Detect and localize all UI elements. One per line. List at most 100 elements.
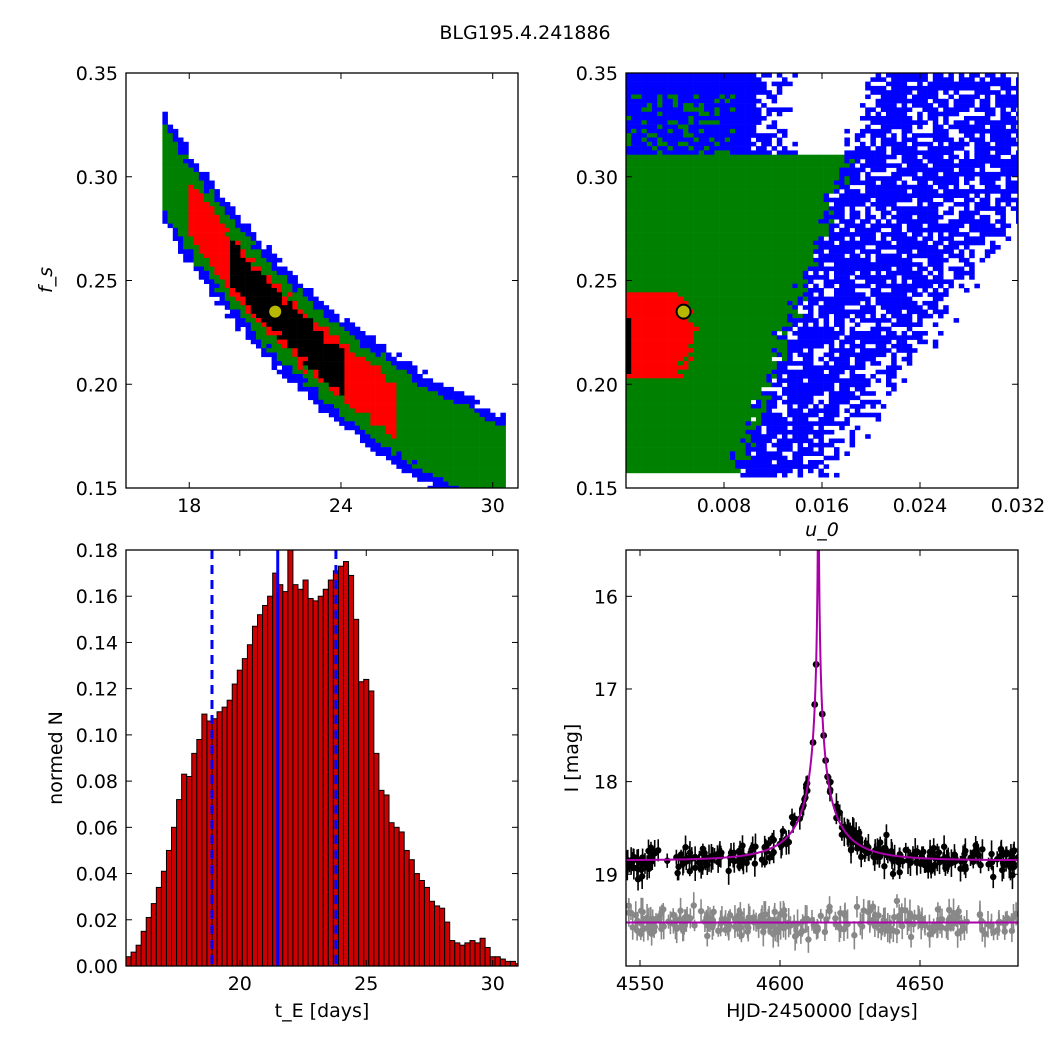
density-cell (396, 378, 402, 383)
density-cell (704, 154, 710, 160)
density-cell (740, 171, 746, 177)
density-cell (792, 391, 798, 396)
density-cell (704, 81, 710, 87)
density-cell (245, 270, 252, 276)
density-cell (745, 128, 752, 134)
density-cell (641, 296, 648, 302)
density-cell (427, 391, 434, 396)
density-cell (256, 318, 262, 323)
density-cell (792, 331, 798, 336)
density-cell (256, 326, 262, 332)
density-cell (802, 279, 809, 284)
density-cell (714, 94, 720, 100)
density-cell (641, 464, 648, 469)
density-cell (646, 171, 653, 177)
density-cell (745, 73, 752, 78)
density-cell (813, 163, 819, 168)
density-cell (709, 193, 715, 198)
density-cell (662, 391, 668, 396)
density-cell (709, 365, 715, 370)
density-cell (631, 382, 637, 388)
density-cell (631, 85, 637, 91)
density-cell (808, 374, 814, 379)
density-cell (448, 417, 454, 422)
density-cell (719, 429, 726, 435)
density-cell (230, 240, 236, 246)
density-cell (631, 120, 637, 125)
density-cell (271, 275, 278, 280)
density-cell (698, 227, 705, 233)
density-cell (756, 133, 762, 138)
density-cell (631, 468, 637, 474)
density-cell (808, 352, 814, 358)
density-cell (162, 146, 168, 151)
density-cell (719, 356, 726, 362)
density-cell (193, 223, 200, 229)
density-cell (287, 288, 293, 293)
density-cell (714, 460, 720, 465)
density-cell (704, 442, 710, 448)
density-cell (730, 412, 736, 418)
density-cell (626, 318, 632, 323)
density-cell (797, 339, 804, 345)
density-cell (354, 369, 361, 375)
density-cell (792, 421, 798, 426)
density-cell (391, 365, 397, 370)
density-cell (667, 180, 674, 186)
density-cell (719, 197, 726, 203)
density-cell (224, 219, 231, 224)
density-cell (714, 249, 720, 254)
density-cell (802, 386, 809, 392)
density-cell (678, 214, 684, 220)
density-cell (458, 464, 465, 469)
density-cell (292, 369, 298, 375)
density-cell (813, 374, 819, 379)
density-cell (735, 159, 741, 164)
density-cell (652, 214, 658, 220)
density-cell (230, 223, 236, 229)
density-cell (641, 197, 648, 203)
density-cell (787, 339, 793, 345)
density-cell (328, 378, 335, 383)
density-cell (214, 288, 220, 293)
density-cell (802, 171, 809, 177)
density-cell (709, 141, 715, 147)
density-cell (266, 288, 272, 293)
density-cell (704, 447, 710, 452)
density-cell (714, 421, 720, 426)
density-cell (453, 425, 460, 431)
density-cell (432, 451, 439, 456)
density-cell (828, 176, 835, 181)
density-cell (745, 399, 752, 405)
density-cell (375, 378, 382, 383)
density-cell (500, 417, 506, 422)
density-cell (750, 73, 757, 78)
density-cell (323, 386, 330, 392)
density-cell (782, 283, 788, 289)
density-cell (808, 429, 814, 435)
density-cell (276, 352, 283, 358)
density-cell (458, 455, 465, 461)
density-cell (302, 343, 309, 349)
density-cell (683, 300, 689, 306)
density-cell (667, 193, 674, 198)
density-cell (704, 120, 710, 125)
density-cell (172, 150, 179, 155)
density-cell (745, 141, 752, 147)
density-cell (745, 421, 752, 426)
density-cell (657, 309, 663, 315)
density-cell (479, 425, 486, 431)
density-cell (646, 210, 653, 216)
density-cell (224, 249, 231, 254)
density-cell (380, 361, 387, 366)
density-cell (761, 288, 767, 293)
density-cell (756, 313, 762, 319)
density-cell (626, 81, 632, 87)
fs-vs-u0-panel: 0.008 0.016 0.024 0.0320.150.200.250.300.35… (576, 63, 1046, 541)
density-cell (672, 460, 679, 465)
density-cell (204, 262, 210, 267)
density-cell (719, 408, 726, 413)
density-cell (787, 374, 793, 379)
density-cell (235, 249, 241, 254)
density-cell (797, 197, 804, 203)
